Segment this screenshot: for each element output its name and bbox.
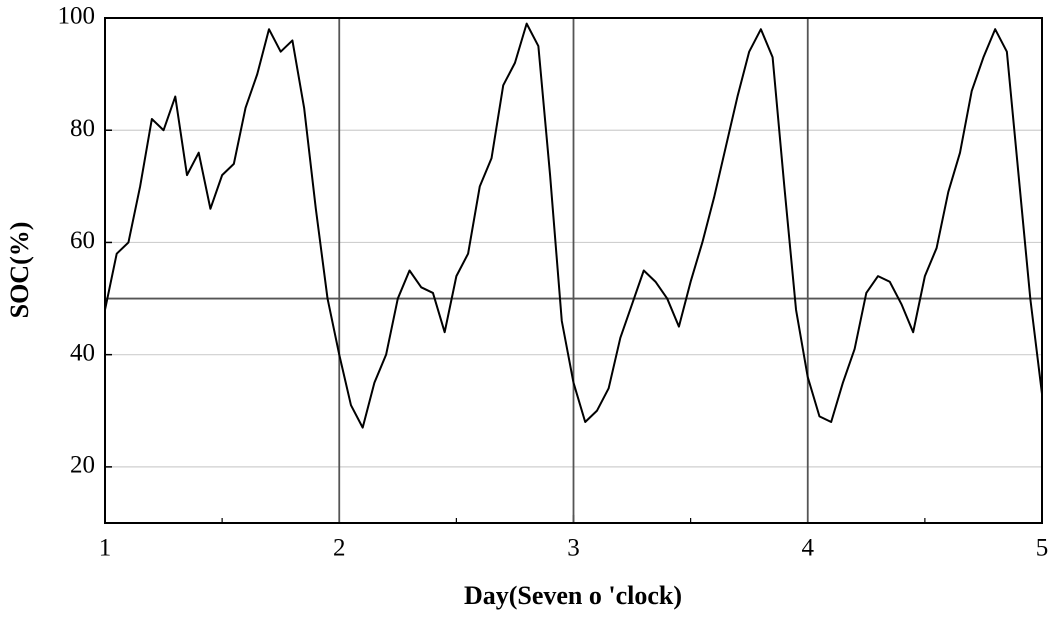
x-tick-label: 5 [1036, 535, 1049, 562]
y-tick-label: 20 [70, 452, 95, 479]
x-tick-label: 2 [333, 535, 346, 562]
x-tick-label: 4 [802, 535, 815, 562]
y-tick-label: 40 [70, 339, 95, 366]
data-line [104, 22, 1043, 429]
x-tick-label: 3 [567, 535, 580, 562]
y-axis-title: SOC(%) [5, 222, 34, 319]
plot-frame [104, 17, 1043, 524]
y-tick-label: 60 [70, 227, 95, 254]
x-axis-title: Day(Seven o 'clock) [464, 581, 682, 610]
y-tick-label: 100 [58, 3, 96, 30]
y-tick-label: 80 [70, 115, 95, 142]
x-tick-label: 1 [99, 535, 112, 562]
